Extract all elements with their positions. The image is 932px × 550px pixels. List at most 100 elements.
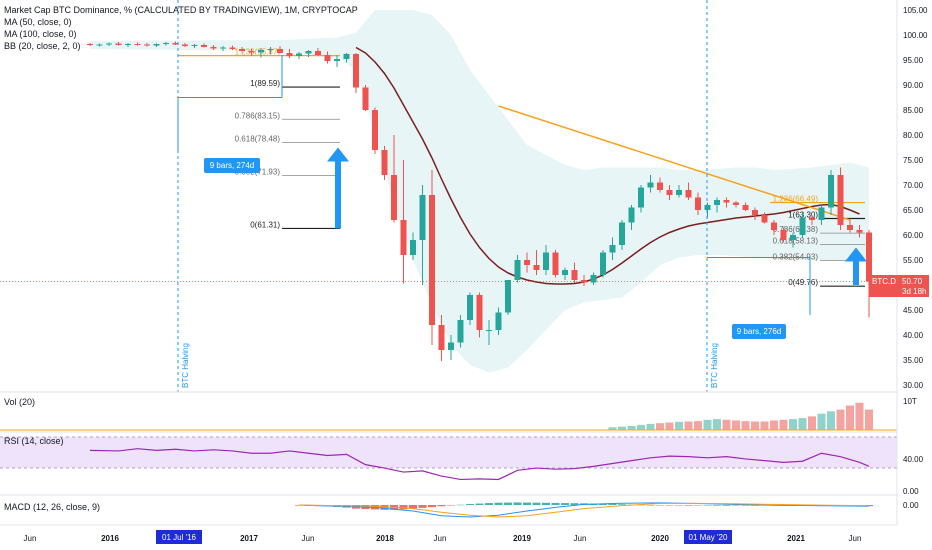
- volume-bar: [846, 405, 854, 430]
- price-tag-countdown: 3d 18h: [902, 287, 926, 296]
- candle-body: [182, 44, 188, 46]
- price-tag-value: [899, 275, 929, 297]
- candle-body: [571, 270, 578, 280]
- candle-body: [172, 43, 179, 45]
- moving-average-layer: [355, 46, 860, 285]
- macd-pane-label[interactable]: MACD (12, 26, close, 9): [4, 502, 100, 512]
- candle-body: [809, 217, 815, 220]
- candle-body: [486, 330, 492, 331]
- volume-bar: [798, 418, 807, 430]
- candle-body: [96, 44, 103, 46]
- volume-bar: [827, 411, 835, 430]
- macd-histogram-bar: [542, 502, 550, 505]
- candle-body: [752, 210, 758, 215]
- rsi-pane-label[interactable]: RSI (14, close): [4, 436, 64, 446]
- price-tag-symbol: [869, 275, 899, 297]
- candle-body: [685, 190, 692, 198]
- macd-histogram-bar: [475, 503, 484, 505]
- candlestick-series: [87, 41, 872, 361]
- candle-body: [704, 205, 711, 210]
- candle-body: [372, 110, 378, 150]
- bollinger-band-fill: [90, 10, 869, 373]
- candle-body: [429, 195, 435, 325]
- x-tick-label: 2018: [376, 534, 394, 543]
- fib-level-label: 1.236(66.49): [773, 195, 819, 204]
- macd-histogram-bar: [713, 505, 721, 506]
- date-highlight-text-1: 01 Jul '16: [162, 533, 197, 542]
- candle-body: [657, 182, 663, 190]
- y-tick-label: 70.00: [903, 181, 924, 190]
- candle-body: [771, 222, 777, 230]
- candle-body: [590, 275, 597, 283]
- macd-histogram-bar: [418, 505, 427, 508]
- volume-bar: [646, 423, 655, 430]
- legend-ma100[interactable]: MA (100, close, 0): [4, 29, 77, 39]
- fib-level-label: 0.382(54.93): [773, 252, 819, 261]
- candle-body: [87, 44, 93, 45]
- up-arrow-shaft: [335, 159, 341, 229]
- halving-label-2016: BTC Halving: [181, 343, 190, 388]
- candle-body: [220, 47, 226, 49]
- legend-bb[interactable]: BB (20, close, 2, 0): [4, 41, 81, 51]
- price-axis[interactable]: 105.00 100.00 95.00 90.00 85.00 80.00 75.00 70.…: [0, 0, 928, 526]
- macd-histogram-bar: [741, 505, 750, 506]
- volume-bar: [665, 422, 674, 430]
- rsi-line: [89, 448, 870, 481]
- macd-histogram-bar: [646, 505, 655, 506]
- macd-histogram-bar: [380, 505, 389, 510]
- candle-body: [552, 252, 559, 275]
- fib-level-label: 0.618(78.48): [235, 135, 281, 144]
- legend-ma50[interactable]: MA (50, close, 0): [4, 17, 72, 27]
- volume-bar: [865, 409, 873, 430]
- candle-body: [125, 44, 131, 45]
- time-axis[interactable]: Jun 2016 2017 Jun 2018 Jun 2019 Jun 2020 2021 Jun: [24, 534, 862, 543]
- x-tick-label: 2020: [651, 534, 669, 543]
- candle-body: [286, 53, 293, 56]
- candle-body: [543, 252, 549, 270]
- candle-body: [106, 43, 112, 45]
- macd-histogram-bar: [551, 502, 560, 505]
- bars-range-text-1: 9 bars, 274d: [210, 161, 254, 170]
- volume-bar: [770, 420, 778, 430]
- candle-body: [676, 190, 682, 195]
- date-highlight-text-2: 01 May '20: [689, 533, 728, 542]
- trendline: [498, 105, 851, 221]
- macd-histogram-bar: [665, 505, 674, 506]
- candle-body: [495, 312, 502, 330]
- volume-bar: [817, 413, 826, 430]
- candle-body: [229, 47, 236, 49]
- candle-body: [239, 49, 245, 51]
- macd-histogram-bar: [437, 505, 446, 507]
- candle-body: [362, 87, 369, 110]
- macd-histogram-bar: [523, 502, 531, 505]
- volume-bar: [741, 421, 750, 430]
- bars-range-text-2: 9 bars, 276d: [737, 327, 781, 336]
- candle-body: [514, 260, 521, 280]
- candle-body: [448, 342, 454, 350]
- y-tick-label: 60.00: [903, 231, 924, 240]
- annotation-layer: [0, 0, 897, 392]
- candle-body: [115, 43, 122, 45]
- y-tick-label: 65.00: [903, 206, 924, 215]
- up-arrow-head: [845, 247, 867, 262]
- candle-body: [153, 44, 160, 46]
- y-tick-label: 95.00: [903, 56, 924, 65]
- y-tick-label: 45.00: [903, 306, 924, 315]
- x-tick-label: 2019: [513, 534, 531, 543]
- price-tag-symbol-text: BTC.D: [872, 277, 896, 286]
- candle-body: [296, 53, 302, 56]
- up-arrow-shaft: [853, 259, 859, 285]
- candle-body: [647, 182, 654, 188]
- x-tick-label: Jun: [434, 534, 447, 543]
- legend-title[interactable]: Market Cap BTC Dominance, % (CALCULATED …: [4, 5, 358, 15]
- volume-bar: [855, 402, 864, 430]
- candle-body: [723, 200, 730, 203]
- vol-pane-label[interactable]: Vol (20): [4, 397, 35, 407]
- fib-level-label: 1.236(95.87): [235, 48, 281, 57]
- candle-body: [324, 55, 331, 61]
- candle-body: [144, 44, 150, 46]
- volume-bar: [656, 423, 664, 430]
- macd-histogram-bar: [599, 503, 607, 505]
- candle-body: [334, 59, 340, 61]
